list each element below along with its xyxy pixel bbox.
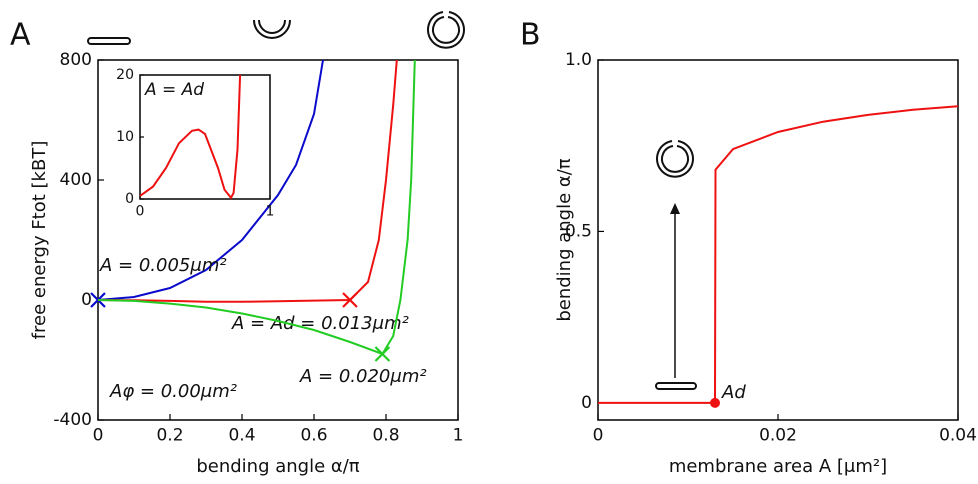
transition-point bbox=[710, 397, 720, 408]
y-tick-label: 10 bbox=[116, 129, 134, 145]
arrow-head bbox=[670, 203, 680, 214]
x-tick-label: 0.2 bbox=[156, 425, 183, 445]
x-tick-label: 0 bbox=[593, 425, 604, 445]
annotation: Aφ = 0.00μm² bbox=[109, 381, 237, 402]
panel-label: B bbox=[520, 18, 541, 53]
x-tick-label: 0.6 bbox=[300, 425, 327, 445]
u-icon bbox=[253, 19, 291, 39]
x-tick-label: 0 bbox=[136, 204, 145, 220]
circle-icon bbox=[427, 11, 465, 49]
y-tick-label: 0 bbox=[81, 290, 92, 310]
min-marker bbox=[342, 292, 358, 308]
y-axis-label: free energy Ftot [kBT] bbox=[29, 141, 50, 340]
curve bbox=[97, 59, 324, 301]
y-tick-label: 0 bbox=[125, 191, 134, 207]
curve bbox=[139, 74, 242, 200]
y-axis-label: bending angle α/π bbox=[554, 158, 575, 321]
x-tick-label: 0.8 bbox=[372, 425, 399, 445]
axes-frame bbox=[597, 59, 959, 421]
axes-frame bbox=[97, 59, 459, 421]
x-tick-label: 1 bbox=[453, 425, 464, 445]
y-tick-label: -400 bbox=[53, 410, 92, 430]
curve-label: A = Ad = 0.013μm² bbox=[231, 313, 409, 334]
y-tick-label: 400 bbox=[60, 170, 92, 190]
point-label: Ad bbox=[721, 382, 746, 403]
flat-icon bbox=[655, 382, 697, 390]
y-tick-label: 0.5 bbox=[565, 221, 592, 241]
y-tick-label: 1.0 bbox=[565, 50, 592, 70]
min-marker bbox=[374, 346, 391, 362]
flat-icon bbox=[87, 37, 131, 45]
curve-label: A = 0.020μm² bbox=[299, 366, 427, 387]
x-axis-label: bending angle α/π bbox=[196, 456, 359, 477]
curve bbox=[598, 105, 959, 404]
curve bbox=[97, 59, 398, 303]
y-tick-label: 20 bbox=[116, 67, 134, 83]
inset-title: A = Ad bbox=[144, 80, 204, 100]
y-tick-label: 800 bbox=[60, 50, 92, 70]
x-tick-label: 0.04 bbox=[939, 425, 977, 445]
panel-label: A bbox=[10, 18, 31, 53]
curve bbox=[97, 59, 416, 356]
x-axis-label: membrane area A [μm²] bbox=[669, 456, 887, 477]
circle-icon bbox=[656, 140, 694, 178]
inset-background bbox=[140, 75, 270, 199]
x-tick-label: 0.4 bbox=[228, 425, 255, 445]
x-tick-label: 0.02 bbox=[759, 425, 797, 445]
x-tick-label: 1 bbox=[266, 204, 275, 220]
y-tick-label: 0 bbox=[581, 393, 592, 413]
curve-label: A = 0.005μm² bbox=[99, 255, 227, 276]
x-tick-label: 0 bbox=[93, 425, 104, 445]
